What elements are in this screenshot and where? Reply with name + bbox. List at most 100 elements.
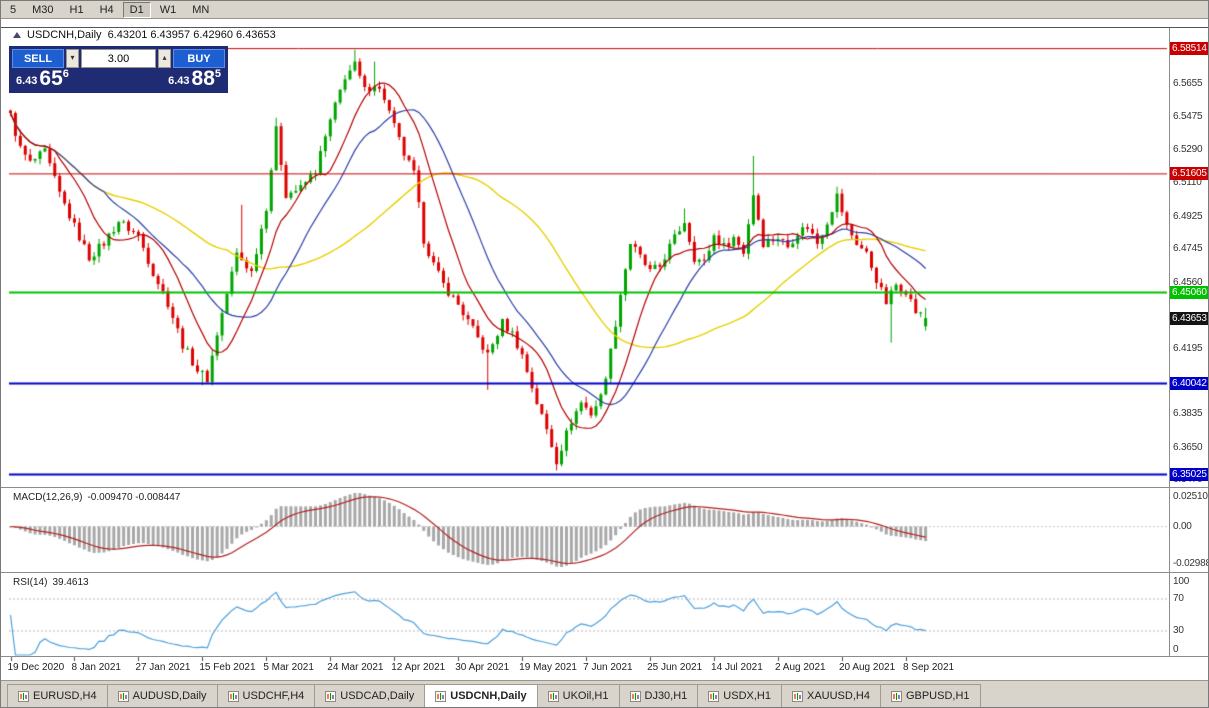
date-label: 8 Sep 2021 — [902, 662, 955, 673]
chart-tab-usdcad-daily[interactable]: USDCAD,Daily — [314, 684, 426, 707]
chart-tab-label: UKOil,H1 — [562, 690, 609, 702]
date-label: 27 Jan 2021 — [135, 662, 191, 673]
volume-input[interactable] — [81, 49, 156, 68]
chart-tab-icon — [435, 690, 447, 702]
sell-price: 6.43 65 6 — [16, 67, 69, 90]
chart-tab-label: DJ30,H1 — [644, 690, 688, 702]
price-tick-label: 6.4925 — [1173, 210, 1203, 222]
price-badge-6.43653: 6.43653 — [1170, 312, 1208, 325]
chart-tab-usdchf-h4[interactable]: USDCHF,H4 — [216, 684, 316, 707]
sell-price-pips: 65 — [39, 67, 63, 90]
price-tick-label: 6.5475 — [1173, 110, 1203, 122]
price-tick-label: 6.3835 — [1173, 408, 1203, 420]
chart-tab-icon — [117, 690, 129, 702]
timeframe-button-d1[interactable]: D1 — [122, 1, 151, 18]
timeframe-button-h4[interactable]: H4 — [93, 2, 121, 18]
volume-increase-button[interactable]: ▴ — [158, 49, 171, 68]
timeframe-button-5[interactable]: 5 — [3, 2, 23, 18]
chart-tab-label: GBPUSD,H1 — [905, 690, 970, 702]
chart-symbol-icon — [13, 32, 21, 38]
chart-top-border — [1, 27, 1208, 28]
sell-button[interactable]: SELL — [12, 49, 64, 68]
timeframe-button-h1[interactable]: H1 — [63, 2, 91, 18]
date-label: 12 Apr 2021 — [391, 662, 446, 673]
chart-tab-icon — [890, 690, 902, 702]
macd-scale-top: 0.025108 — [1173, 491, 1208, 502]
date-label: 5 Mar 2021 — [263, 662, 314, 673]
chart-tab-dj30-h1[interactable]: DJ30,H1 — [618, 684, 699, 707]
price-tick-label: 6.4560 — [1173, 276, 1203, 288]
chart-tab-xauusd-h4[interactable]: XAUUSD,H4 — [780, 684, 881, 707]
chart-region: USDCNH,Daily 6.43201 6.43957 6.42960 6.4… — [1, 19, 1208, 682]
sell-price-prefix: 6.43 — [16, 75, 38, 87]
chart-tab-icon — [708, 690, 720, 702]
price-tick-label: 6.4195 — [1173, 342, 1203, 354]
price-scale-separator — [1169, 28, 1170, 656]
trade-controls-row: SELL ▾ ▴ BUY — [12, 49, 225, 68]
macd-scale-zero: 0.00 — [1173, 520, 1192, 532]
sell-price-point: 6 — [62, 68, 69, 80]
macd-name: MACD(12,26,9) — [13, 492, 83, 503]
buy-price-point: 5 — [214, 68, 221, 80]
rsi-scale-label: 100 — [1173, 576, 1190, 587]
date-label: 25 Jun 2021 — [647, 662, 703, 673]
price-tick-label: 6.4745 — [1173, 243, 1203, 255]
price-tick-label: 6.3650 — [1173, 441, 1203, 453]
price-badge-6.51605: 6.51605 — [1170, 167, 1208, 180]
timeframe-button-w1[interactable]: W1 — [153, 2, 184, 18]
chart-tab-label: USDCAD,Daily — [340, 690, 415, 702]
macd-label: MACD(12,26,9) -0.009470 -0.008447 — [13, 492, 180, 503]
chart-tabs-bar: EURUSD,H4 AUDUSD,Daily USDCHF,H4 USDCAD,Dai… — [1, 680, 1208, 707]
chart-symbol-label: USDCNH,Daily — [27, 29, 102, 41]
chart-tab-icon — [791, 690, 803, 702]
macd-scale-bottom: -0.029887 — [1173, 558, 1208, 569]
timeframe-button-m30[interactable]: M30 — [25, 2, 60, 18]
timeframe-button-mn[interactable]: MN — [185, 2, 216, 18]
chart-tab-eurusd-h4[interactable]: EURUSD,H4 — [7, 684, 108, 707]
rsi-scale-label: 30 — [1173, 625, 1184, 636]
chart-tab-ukoil-h1[interactable]: UKOil,H1 — [536, 684, 620, 707]
price-tick-label: 6.5655 — [1173, 78, 1203, 90]
bid-ask-row: 6.43 65 6 6.43 88 5 — [12, 68, 225, 89]
chart-tab-icon — [18, 690, 29, 702]
buy-button[interactable]: BUY — [173, 49, 225, 68]
chart-tab-label: XAUUSD,H4 — [806, 690, 870, 702]
chart-tab-usdx-h1[interactable]: USDX,H1 — [697, 684, 782, 707]
price-badge-6.40042: 6.40042 — [1170, 377, 1208, 390]
chart-ohlc-values: 6.43201 6.43957 6.42960 6.43653 — [107, 29, 276, 41]
rsi-scale-label: 0 — [1173, 644, 1179, 655]
rsi-name: RSI(14) — [13, 577, 48, 588]
price-badge-6.45060: 6.45060 — [1170, 286, 1208, 299]
date-label: 15 Feb 2021 — [199, 662, 256, 673]
date-label: 7 Jun 2021 — [583, 662, 633, 673]
rsi-panel-separator — [1, 572, 1208, 573]
date-label: 24 Mar 2021 — [327, 662, 384, 673]
chart-tab-gbpusd-h1[interactable]: GBPUSD,H1 — [879, 684, 981, 707]
chart-tab-label: USDX,H1 — [723, 690, 771, 702]
chart-tab-usdcnh-daily[interactable]: USDCNH,Daily — [424, 684, 538, 707]
buy-price-prefix: 6.43 — [168, 75, 190, 87]
date-label: 8 Jan 2021 — [71, 662, 121, 673]
rsi-value: 39.4613 — [52, 577, 89, 588]
price-tick-label: 6.5290 — [1173, 144, 1203, 156]
macd-values: -0.009470 -0.008447 — [87, 492, 181, 503]
buy-price-pips: 88 — [191, 67, 215, 90]
price-chart-canvas[interactable] — [1, 19, 1208, 682]
macd-panel-separator — [1, 487, 1208, 488]
rsi-scale-label: 70 — [1173, 593, 1184, 604]
chart-tab-icon — [227, 690, 239, 702]
chart-tab-icon — [629, 690, 641, 702]
chart-tab-icon — [325, 690, 337, 702]
chart-tab-icon — [547, 690, 559, 702]
chart-title: USDCNH,Daily 6.43201 6.43957 6.42960 6.4… — [13, 29, 276, 41]
one-click-trading-panel: SELL ▾ ▴ BUY 6.43 65 6 6.43 88 5 — [9, 46, 228, 93]
chart-tab-label: USDCHF,H4 — [242, 690, 305, 702]
chart-tab-audusd-daily[interactable]: AUDUSD,Daily — [106, 684, 218, 707]
date-label: 19 May 2021 — [519, 662, 577, 673]
chart-tab-label: AUDUSD,Daily — [132, 690, 207, 702]
timeframe-toolbar: 5 M30 H1 H4 D1 W1 MN — [1, 1, 1208, 19]
buy-price: 6.43 88 5 — [168, 67, 221, 90]
price-badge-6.58514: 6.58514 — [1170, 42, 1208, 55]
volume-decrease-button[interactable]: ▾ — [66, 49, 79, 68]
